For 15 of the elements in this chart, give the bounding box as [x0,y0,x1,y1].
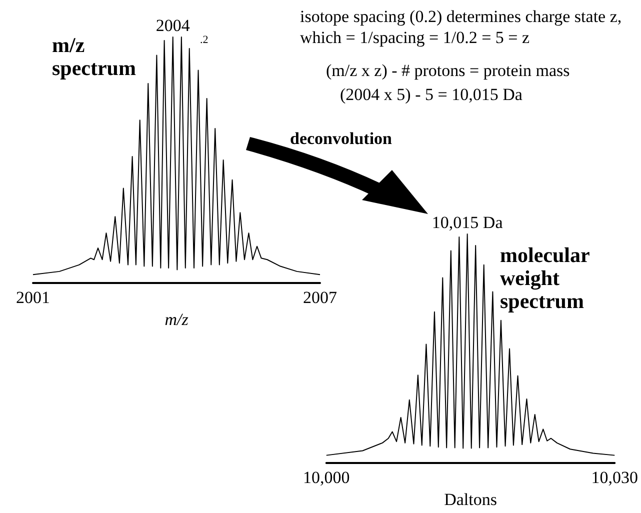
x-tick-label: 2007 [303,288,338,307]
x-axis-title: m/z [164,310,189,329]
x-axis-title: Daltons [444,490,497,509]
annotation: .2 [200,33,208,48]
text: (2004 x 5) - 5 = 10,015 Da [340,84,524,105]
annotation: 2004 [156,16,190,35]
annotation: isotope spacing (0.2) determines charge state z, which = 1/spacing = 1/0.2 = 5 = z [300,6,623,48]
x-tick-label: 10,030 [591,468,638,488]
text: molecular weight spectrum [500,243,590,313]
annotation: 10,015 Da [432,213,504,232]
x-tick-label: 2001 [16,288,50,307]
text: (m/z x z) - # protons = protein mass [326,60,571,81]
x-tick-label: 10,000 [303,468,350,488]
annotation: deconvolution [290,128,394,149]
chart-title: m/z spectrum [52,33,137,80]
